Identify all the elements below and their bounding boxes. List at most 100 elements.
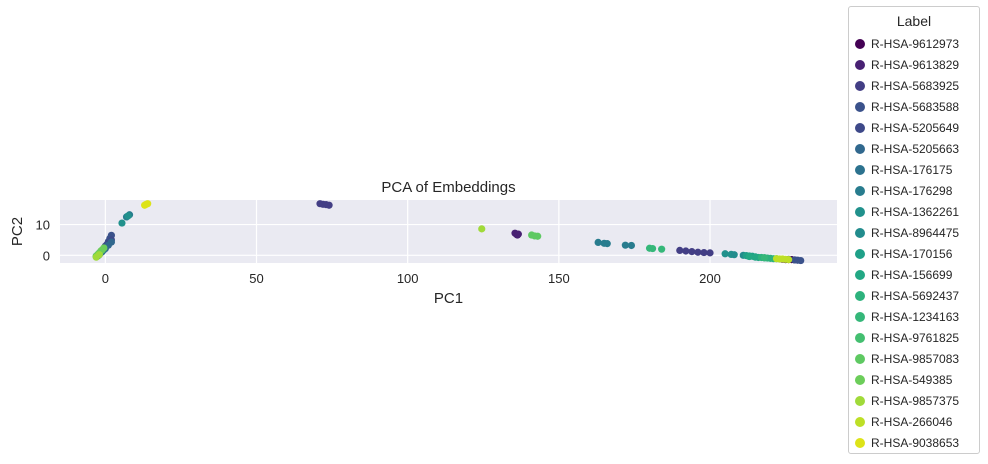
legend-marker bbox=[855, 80, 865, 91]
chart-svg: 0 50 100 150 200 0 10 PCA of Embeddings PC1 P… bbox=[9, 179, 837, 307]
legend-label: R-HSA-9612973 bbox=[871, 36, 960, 51]
legend-item: R-HSA-1362261 bbox=[855, 201, 973, 222]
legend-label: R-HSA-9761825 bbox=[871, 330, 960, 345]
legend-label: R-HSA-5692437 bbox=[871, 288, 960, 303]
legend-label: R-HSA-5205649 bbox=[871, 120, 960, 135]
scatter-point bbox=[694, 248, 702, 256]
scatter-point bbox=[721, 250, 729, 258]
legend-marker bbox=[855, 290, 865, 301]
x-tick-label: 0 bbox=[102, 271, 109, 286]
scatter-point bbox=[107, 238, 115, 246]
x-axis-label: PC1 bbox=[434, 290, 463, 307]
legend-marker bbox=[855, 437, 865, 448]
scatter-point bbox=[534, 232, 542, 240]
legend-marker bbox=[855, 59, 865, 70]
legend-item: R-HSA-176298 bbox=[855, 180, 973, 201]
legend-item: R-HSA-266046 bbox=[855, 411, 973, 432]
legend-marker bbox=[855, 269, 865, 280]
y-tick-labels: 0 10 bbox=[36, 218, 50, 264]
legend-label: R-HSA-9613829 bbox=[871, 57, 960, 72]
scatter-point bbox=[603, 240, 611, 248]
x-tick-label: 200 bbox=[699, 271, 721, 286]
legend-item: R-HSA-9613829 bbox=[855, 54, 973, 75]
legend-marker bbox=[855, 164, 865, 175]
legend-marker bbox=[855, 38, 865, 49]
legend-marker bbox=[855, 395, 865, 406]
x-tick-label: 150 bbox=[548, 271, 570, 286]
scatter-point bbox=[100, 244, 108, 252]
legend-label: R-HSA-156699 bbox=[871, 267, 953, 282]
legend-item: R-HSA-549385 bbox=[855, 369, 973, 390]
legend-item: R-HSA-5205649 bbox=[855, 117, 973, 138]
scatter-point bbox=[124, 212, 132, 220]
scatter-point bbox=[144, 200, 152, 208]
legend-label: R-HSA-266046 bbox=[871, 414, 953, 429]
scatter-point bbox=[745, 252, 753, 261]
scatter-point bbox=[682, 247, 690, 255]
scatter-point bbox=[700, 248, 708, 257]
y-axis-label: PC2 bbox=[9, 217, 26, 246]
scatter-point bbox=[594, 238, 602, 247]
legend-item: R-HSA-9857083 bbox=[855, 348, 973, 369]
legend-marker bbox=[855, 206, 865, 217]
data-points bbox=[92, 200, 805, 265]
y-tick-label: 0 bbox=[43, 248, 50, 263]
legend-marker bbox=[855, 185, 865, 196]
legend-label: R-HSA-176175 bbox=[871, 162, 953, 177]
legend-item: R-HSA-170156 bbox=[855, 243, 973, 264]
legend-label: R-HSA-9857083 bbox=[871, 351, 960, 366]
scatter-point bbox=[706, 249, 714, 257]
legend-marker bbox=[855, 143, 865, 154]
x-tick-label: 50 bbox=[249, 271, 263, 286]
y-tick-label: 10 bbox=[36, 218, 50, 233]
legend-item: R-HSA-1234163 bbox=[855, 306, 973, 327]
legend: Label R-HSA-9612973 R-HSA-9613829 R-HSA-56… bbox=[848, 6, 980, 454]
x-tick-label: 100 bbox=[397, 271, 419, 286]
legend-item: R-HSA-5683925 bbox=[855, 75, 973, 96]
legend-marker bbox=[855, 248, 865, 259]
legend-marker bbox=[855, 374, 865, 385]
scatter-point bbox=[648, 244, 657, 253]
legend-label: R-HSA-8964475 bbox=[871, 225, 960, 240]
legend-label: R-HSA-5683925 bbox=[871, 78, 960, 93]
legend-label: R-HSA-1234163 bbox=[871, 309, 960, 324]
legend-marker bbox=[855, 122, 865, 133]
legend-marker bbox=[855, 101, 865, 112]
scatter-point bbox=[514, 230, 522, 238]
legend-item: R-HSA-156699 bbox=[855, 264, 973, 285]
legend-item: R-HSA-9761825 bbox=[855, 327, 973, 348]
legend-label: R-HSA-1362261 bbox=[871, 204, 960, 219]
scatter-point bbox=[676, 246, 684, 254]
legend-label: R-HSA-5205663 bbox=[871, 141, 960, 156]
scatter-point bbox=[621, 241, 629, 249]
legend-marker bbox=[855, 353, 865, 364]
legend-label: R-HSA-5683588 bbox=[871, 99, 960, 114]
legend-item: R-HSA-176175 bbox=[855, 159, 973, 180]
scatter-point bbox=[730, 251, 738, 259]
legend-label: R-HSA-549385 bbox=[871, 372, 953, 387]
legend-items: R-HSA-9612973 R-HSA-9613829 R-HSA-5683925 R… bbox=[855, 33, 973, 453]
legend-marker bbox=[855, 332, 865, 343]
x-tick-labels: 0 50 100 150 200 bbox=[102, 271, 721, 286]
scatter-point bbox=[118, 219, 126, 227]
scatter-point bbox=[785, 256, 793, 264]
scatter-point bbox=[478, 225, 486, 233]
legend-marker bbox=[855, 311, 865, 322]
legend-item: R-HSA-5683588 bbox=[855, 96, 973, 117]
plot-area bbox=[60, 200, 837, 263]
legend-item: R-HSA-9612973 bbox=[855, 33, 973, 54]
scatter-point bbox=[627, 241, 636, 250]
legend-item: R-HSA-8964475 bbox=[855, 222, 973, 243]
legend-marker bbox=[855, 416, 865, 427]
scatter-point bbox=[325, 201, 333, 209]
legend-label: R-HSA-9857375 bbox=[871, 393, 960, 408]
scatter-point bbox=[95, 251, 103, 259]
legend-item: R-HSA-5205663 bbox=[855, 138, 973, 159]
scatter-point bbox=[760, 254, 769, 262]
legend-label: R-HSA-170156 bbox=[871, 246, 953, 261]
legend-item: R-HSA-9038653 bbox=[855, 432, 973, 453]
chart-title: PCA of Embeddings bbox=[381, 179, 515, 196]
scatter-point bbox=[688, 248, 696, 256]
legend-item: R-HSA-9857375 bbox=[855, 390, 973, 411]
legend-marker bbox=[855, 227, 865, 238]
